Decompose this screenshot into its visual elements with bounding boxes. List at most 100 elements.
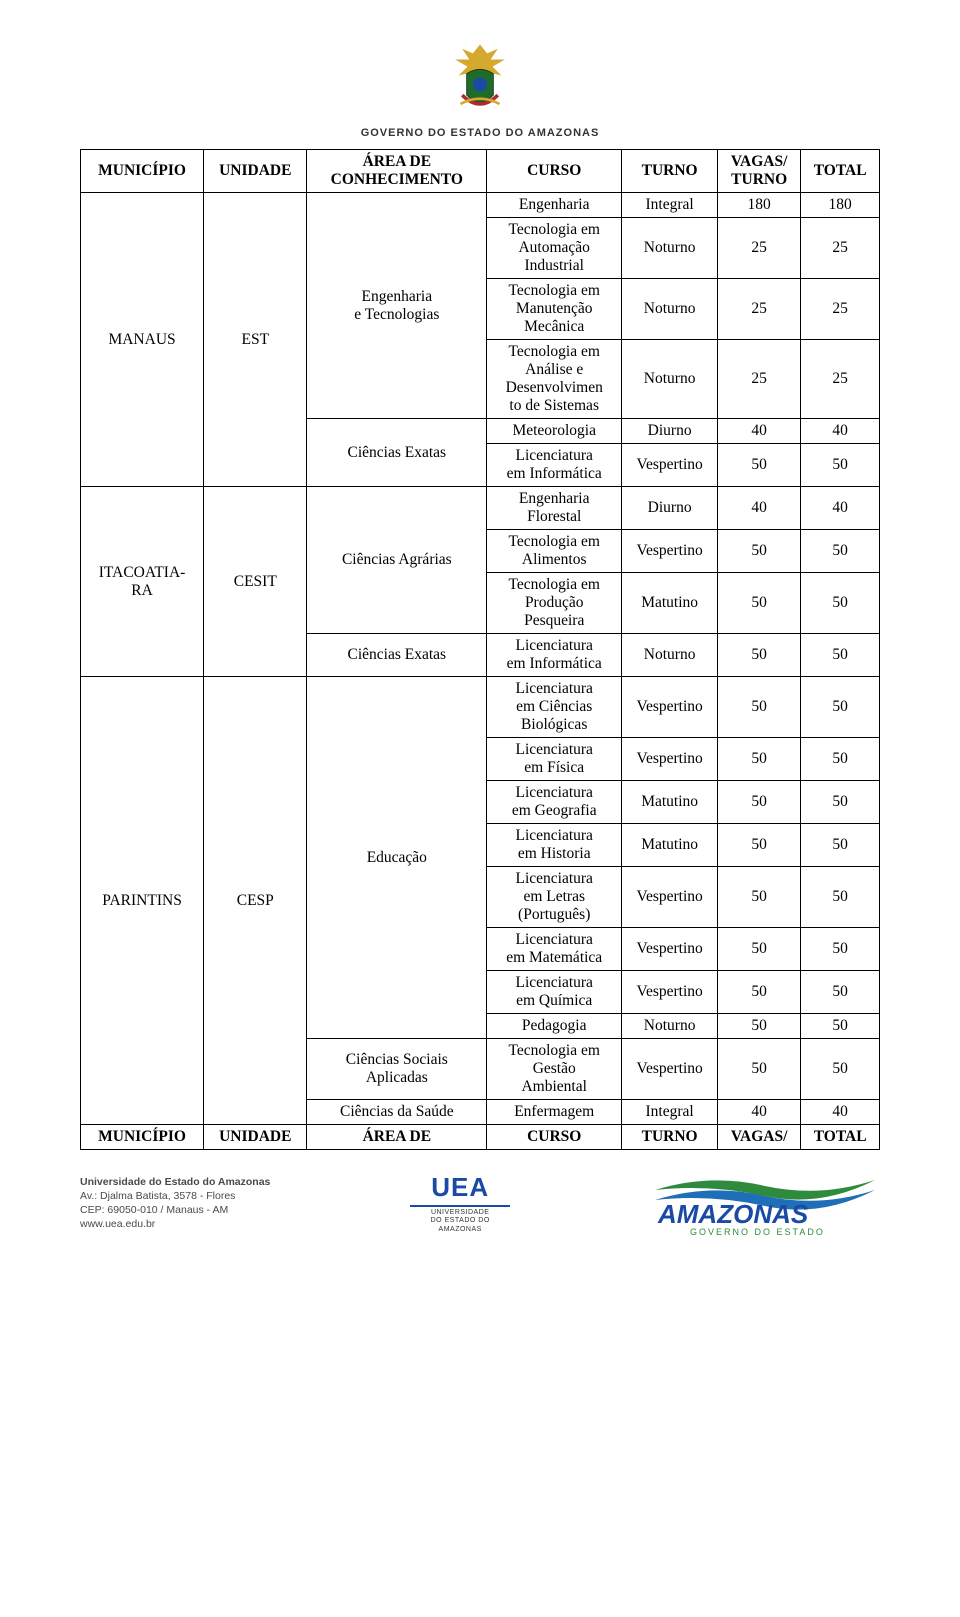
cell-total: 50 [801,971,880,1014]
th-curso: CURSO [487,150,622,193]
cell-area: Ciências Exatas [307,634,487,677]
vacancies-table: MUNICÍPIO UNIDADE ÁREA DECONHECIMENTO CU… [80,149,880,1150]
cell-turno: Integral [622,1100,718,1125]
cell-curso: Licenciaturaem Química [487,971,622,1014]
cell-turno: Noturno [622,279,718,340]
cell-turno: Diurno [622,487,718,530]
cell-turno: Noturno [622,340,718,419]
cell-total: 25 [801,340,880,419]
cell-total: 50 [801,677,880,738]
cell-total: 50 [801,867,880,928]
cell-vagas: 50 [717,634,800,677]
cell-curso: Licenciaturaem Informática [487,444,622,487]
cell-vagas: 50 [717,867,800,928]
cell-curso: Tecnologia emAutomaçãoIndustrial [487,218,622,279]
cell-curso: Licenciaturaem Letras(Português) [487,867,622,928]
uea-sub-2: DO ESTADO DO [410,1217,510,1225]
cell-curso: Licenciaturaem Informática [487,634,622,677]
amz-title-svg: AMAZONAS [657,1199,809,1229]
cell-curso: Meteorologia [487,419,622,444]
cell-vagas: 50 [717,928,800,971]
cell-total: 50 [801,824,880,867]
th-turno: TURNO [622,150,718,193]
table-head: MUNICÍPIO UNIDADE ÁREA DECONHECIMENTO CU… [81,150,880,193]
tf-municipio: MUNICÍPIO [81,1125,204,1150]
address-block: Universidade do Estado do Amazonas Av.: … [80,1175,270,1232]
cell-vagas: 50 [717,677,800,738]
cell-area: Ciências SociaisAplicadas [307,1039,487,1100]
cell-curso: Licenciaturaem Física [487,738,622,781]
cell-turno: Vespertino [622,530,718,573]
cell-vagas: 50 [717,1039,800,1100]
cell-municipio: PARINTINS [81,677,204,1125]
tf-area: ÁREA DE [307,1125,487,1150]
cell-turno: Vespertino [622,738,718,781]
cell-total: 50 [801,928,880,971]
cell-vagas: 50 [717,530,800,573]
cell-turno: Vespertino [622,444,718,487]
uea-logo-text: UEA [410,1172,510,1203]
gov-line: GOVERNO DO ESTADO DO AMAZONAS [80,127,880,139]
cell-vagas: 40 [717,487,800,530]
cell-turno: Noturno [622,1014,718,1039]
addr-line-4: www.uea.edu.br [80,1217,270,1231]
cell-curso: EngenhariaFlorestal [487,487,622,530]
uea-sub-3: AMAZONAS [410,1226,510,1234]
cell-total: 25 [801,218,880,279]
table-row: PARINTINSCESPEducaçãoLicenciaturaem Ciên… [81,677,880,738]
tf-turno: TURNO [622,1125,718,1150]
cell-vagas: 50 [717,738,800,781]
state-crest-icon [435,40,525,120]
table-body: MANAUSESTEngenhariae TecnologiasEngenhar… [81,193,880,1150]
cell-area: Engenhariae Tecnologias [307,193,487,419]
cell-turno: Noturno [622,218,718,279]
addr-line-3: CEP: 69050-010 / Manaus - AM [80,1203,270,1217]
cell-total: 40 [801,1100,880,1125]
cell-curso: Tecnologia emProduçãoPesqueira [487,573,622,634]
uea-logo: UEA UNIVERSIDADE DO ESTADO DO AMAZONAS [410,1172,510,1234]
cell-vagas: 50 [717,444,800,487]
cell-area: Ciências da Saúde [307,1100,487,1125]
cell-area: Ciências Agrárias [307,487,487,634]
uea-logo-bar [410,1205,510,1207]
uea-sub-1: UNIVERSIDADE [410,1209,510,1217]
cell-area: Educação [307,677,487,1039]
cell-curso: Licenciaturaem CiênciasBiológicas [487,677,622,738]
cell-vagas: 50 [717,781,800,824]
cell-curso: Licenciaturaem Geografia [487,781,622,824]
tf-unidade: UNIDADE [204,1125,307,1150]
table-row: ITACOATIA-RACESITCiências AgráriasEngenh… [81,487,880,530]
cell-curso: Tecnologia emAnálise eDesenvolvimento de… [487,340,622,419]
cell-area: Ciências Exatas [307,419,487,487]
cell-curso: Enfermagem [487,1100,622,1125]
cell-turno: Matutino [622,781,718,824]
cell-unidade: CESP [204,677,307,1125]
cell-total: 50 [801,781,880,824]
cell-turno: Vespertino [622,677,718,738]
th-vagas: VAGAS/TURNO [717,150,800,193]
tf-curso: CURSO [487,1125,622,1150]
cell-curso: Tecnologia emAlimentos [487,530,622,573]
cell-turno: Matutino [622,573,718,634]
th-unidade: UNIDADE [204,150,307,193]
cell-turno: Vespertino [622,971,718,1014]
cell-total: 50 [801,573,880,634]
cell-total: 50 [801,1014,880,1039]
cell-vagas: 40 [717,1100,800,1125]
table-footer-header-row: MUNICÍPIOUNIDADEÁREA DECURSOTURNOVAGAS/T… [81,1125,880,1150]
tf-vagas: VAGAS/ [717,1125,800,1150]
cell-curso: Licenciaturaem Matemática [487,928,622,971]
cell-turno: Integral [622,193,718,218]
cell-vagas: 25 [717,218,800,279]
cell-vagas: 25 [717,279,800,340]
amazonas-logo: AMAZONAS GOVERNO DO ESTADO [650,1168,880,1238]
cell-vagas: 50 [717,824,800,867]
cell-total: 180 [801,193,880,218]
cell-vagas: 180 [717,193,800,218]
th-municipio: MUNICÍPIO [81,150,204,193]
cell-municipio: ITACOATIA-RA [81,487,204,677]
cell-turno: Vespertino [622,867,718,928]
cell-vagas: 50 [717,573,800,634]
addr-line-2: Av.: Djalma Batista, 3578 - Flores [80,1189,270,1203]
cell-curso: Tecnologia emGestãoAmbiental [487,1039,622,1100]
